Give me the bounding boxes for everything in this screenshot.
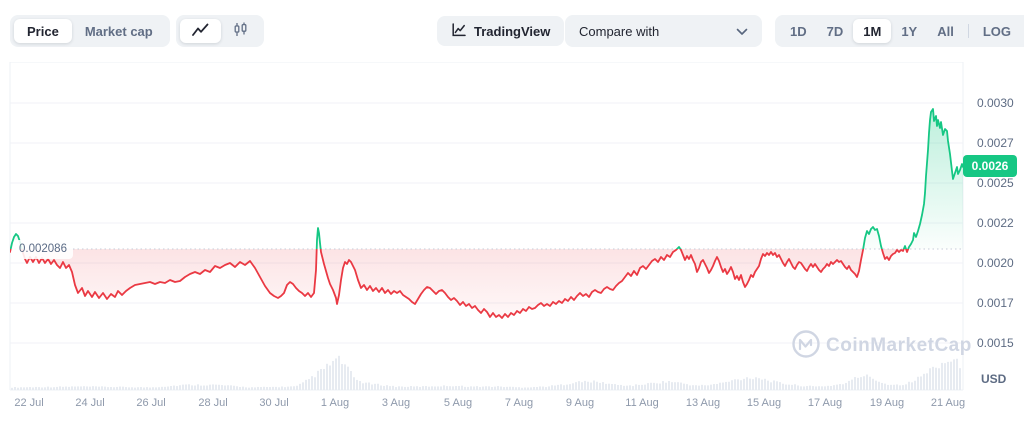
candlestick-chart-type-button[interactable] <box>221 19 260 43</box>
range-all-button[interactable]: All <box>937 23 954 39</box>
y-axis-tick-label: 0.0025 <box>977 176 1014 190</box>
compare-with-dropdown[interactable]: Compare with <box>565 15 762 47</box>
chart-toolbar: Price Market cap TradingView Compare wit… <box>0 0 1024 62</box>
x-axis-tick-label: 3 Aug <box>381 397 411 409</box>
chart-type-toggle <box>176 15 264 47</box>
log-scale-button[interactable]: LOG <box>982 23 1012 39</box>
range-1y-button[interactable]: 1Y <box>901 23 918 39</box>
tab-market-cap[interactable]: Market cap <box>84 23 153 39</box>
x-axis-tick-label: 21 Aug <box>930 397 966 409</box>
y-axis-tick-label: 0.0022 <box>977 216 1014 230</box>
candlestick-icon <box>233 22 248 40</box>
x-axis-tick-label: 17 Aug <box>807 397 843 409</box>
x-axis-tick-label: 7 Aug <box>504 397 534 409</box>
chevron-down-icon <box>736 24 748 39</box>
x-axis-tick-label: 24 Jul <box>75 397 105 409</box>
x-axis-tick-label: 28 Jul <box>198 397 228 409</box>
line-chart-type-button[interactable] <box>180 19 221 43</box>
date-range-selector: 1D 7D 1M 1Y All LOG ··· <box>775 15 1024 47</box>
open-price-label: 0.002086 <box>13 239 73 259</box>
tradingview-button[interactable]: TradingView <box>437 16 565 46</box>
x-axis-tick-label: 1 Aug <box>320 397 350 409</box>
x-axis-tick-label: 13 Aug <box>685 397 721 409</box>
tradingview-label: TradingView <box>474 23 551 39</box>
x-axis-tick-label: 22 Jul <box>14 397 44 409</box>
tradingview-chart-icon <box>451 22 467 41</box>
y-axis-tick-label: 0.0020 <box>977 256 1014 270</box>
y-axis-tick-label: 0.0030 <box>977 96 1014 110</box>
tab-price[interactable]: Price <box>14 19 72 43</box>
x-axis-tick-label: 9 Aug <box>565 397 595 409</box>
range-7d-button[interactable]: 7D <box>826 23 844 39</box>
x-axis-tick-label: 11 Aug <box>625 397 659 409</box>
x-axis-tick-label: 5 Aug <box>443 397 473 409</box>
y-axis-tick-label: 0.0027 <box>977 136 1014 150</box>
y-axis-tick-label: 0.0017 <box>977 296 1014 310</box>
range-divider <box>967 24 969 38</box>
currency-label: USD <box>981 372 1007 386</box>
compare-with-label: Compare with <box>579 23 660 39</box>
range-1d-button[interactable]: 1D <box>790 23 807 39</box>
current-price-badge: 0.0026 <box>963 155 1017 177</box>
line-chart-icon <box>192 23 209 40</box>
x-axis-tick-label: 15 Aug <box>746 397 782 409</box>
y-axis-tick-label: 0.0015 <box>977 336 1014 350</box>
price-marketcap-toggle: Price Market cap <box>10 15 170 47</box>
x-axis-tick-label: 19 Aug <box>869 397 905 409</box>
range-1m-button[interactable]: 1M <box>853 19 892 43</box>
x-axis-tick-label: 26 Jul <box>136 397 166 409</box>
x-axis-tick-label: 30 Jul <box>259 397 289 409</box>
price-chart-plot[interactable] <box>10 62 963 390</box>
